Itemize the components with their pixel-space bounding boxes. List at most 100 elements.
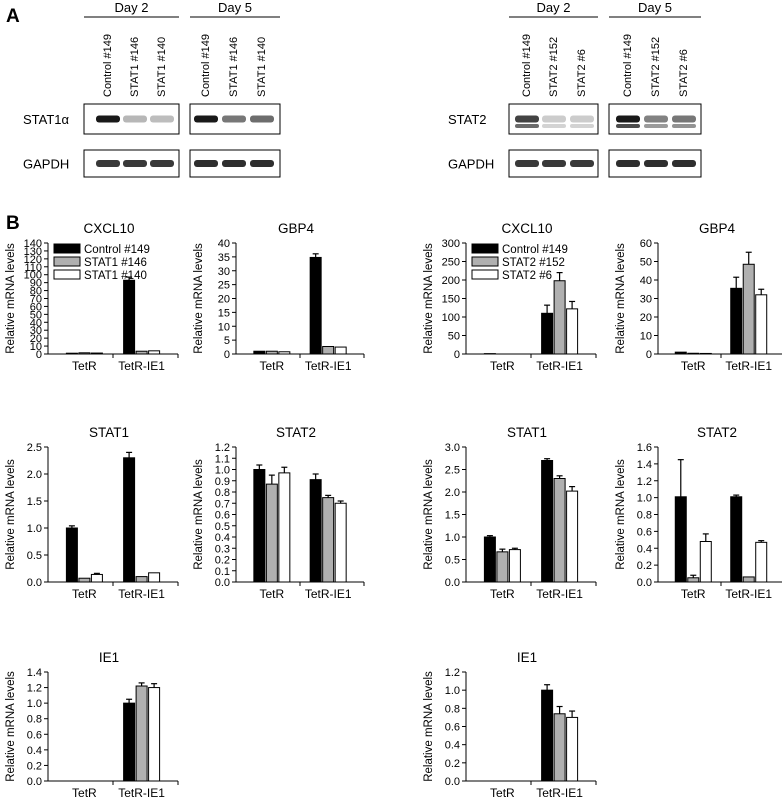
y-tick-label: 1.0 (215, 465, 230, 477)
y-tick-label: 0 (224, 349, 230, 361)
blot-band-lower (570, 124, 594, 128)
y-tick-label: 100 (24, 270, 42, 282)
bar (334, 346, 347, 355)
blot-lane-label: STAT1 #146 (228, 37, 240, 97)
y-tick-label: 1.2 (445, 667, 460, 679)
x-tick-label: TetR-IE1 (118, 587, 165, 601)
y-tick-label: 40 (640, 275, 652, 287)
y-axis-label: Relative mRNA levels (5, 243, 17, 354)
blot-lane-label: Control #149 (622, 34, 634, 97)
panel-label-a: A (6, 6, 20, 27)
y-tick-label: 90 (30, 278, 42, 290)
bar (730, 287, 743, 355)
blot-band-lower (542, 124, 566, 128)
bar (148, 350, 161, 355)
y-tick-label: 0.2 (215, 555, 230, 567)
y-tick-label: 0.4 (445, 740, 460, 752)
legend-swatch (53, 256, 81, 267)
chart-title: STAT1 (89, 425, 129, 440)
y-tick-label: 200 (442, 275, 460, 287)
bar (496, 551, 509, 583)
y-tick-label: 2.0 (27, 469, 42, 481)
y-axis-label: Relative mRNA levels (5, 459, 17, 570)
bar (483, 536, 496, 583)
x-tick-label: TetR (72, 786, 97, 800)
legend-swatch (471, 269, 499, 280)
y-tick-label: 0.6 (27, 729, 42, 741)
y-tick-label: 1.0 (27, 523, 42, 535)
bar (135, 350, 148, 355)
blot-band-lower (672, 124, 696, 128)
y-tick-label: 5 (224, 335, 230, 347)
y-tick-label: 10 (640, 331, 652, 343)
bar (755, 294, 768, 355)
bar (553, 713, 566, 782)
chart-title: CXCL10 (83, 221, 134, 236)
blot-band-lower (515, 124, 539, 128)
bar (699, 541, 712, 583)
bar (253, 350, 266, 355)
bar (566, 490, 579, 583)
x-tick-label: TetR-IE1 (725, 359, 772, 373)
blot-lane-label: STAT1 #146 (129, 37, 141, 97)
chart: CXCL10 Relative mRNA levels 0 50 100 150 200 25… (423, 221, 597, 373)
y-tick-label: 300 (442, 238, 460, 250)
blot-band (644, 115, 668, 123)
blot-band (194, 160, 218, 167)
y-tick-label: 40 (218, 238, 230, 250)
y-tick-label: 0.7 (215, 498, 230, 510)
chart: STAT1 Relative mRNA levels 0.0 0.5 1.0 1.5 2.0… (423, 425, 597, 601)
x-tick-label: TetR-IE1 (305, 359, 352, 373)
blot-lane-label: STAT2 #152 (548, 37, 560, 97)
y-axis-label: Relative mRNA levels (615, 243, 627, 354)
y-tick-label: 0.2 (637, 560, 652, 572)
blot-day-label: Day 5 (218, 0, 252, 15)
bar (566, 716, 579, 782)
bar (334, 502, 347, 583)
y-tick-label: 20 (30, 333, 42, 345)
y-tick-label: 2.5 (445, 465, 460, 477)
chart-title: CXCL10 (501, 221, 552, 236)
y-tick-label: 110 (24, 262, 42, 274)
chart-title: GBP4 (699, 221, 736, 236)
x-tick-label: TetR-IE1 (536, 587, 583, 601)
bar (742, 263, 755, 355)
x-tick-label: TetR (681, 587, 706, 601)
y-tick-label: 0.4 (215, 532, 230, 544)
chart-title: IE1 (99, 650, 119, 665)
legend-label: STAT2 #6 (502, 270, 552, 282)
y-tick-label: 2.5 (27, 442, 42, 454)
x-tick-label: TetR (490, 587, 515, 601)
blot-band (123, 160, 147, 167)
chart: GBP4 Relative mRNA levels 0 10 20 30 40 50 60 Tet… (615, 221, 782, 373)
y-tick-label: 0 (36, 349, 42, 361)
y-tick-label: 30 (218, 266, 230, 278)
y-tick-label: 0.3 (215, 543, 230, 555)
y-tick-label: 130 (24, 246, 42, 258)
x-tick-label: TetR (259, 587, 284, 601)
y-tick-label: 40 (30, 317, 42, 329)
blot-band (250, 160, 274, 167)
x-tick-label: TetR (259, 359, 284, 373)
blot-day-label: Day 2 (537, 0, 571, 15)
y-tick-label: 1.1 (215, 453, 230, 465)
blot-band-lower (644, 124, 668, 128)
y-tick-label: 0.8 (445, 703, 460, 715)
blot-band (222, 160, 246, 167)
bar (508, 549, 521, 583)
y-tick-label: 0.6 (215, 510, 230, 522)
bar (553, 280, 566, 355)
bar (755, 541, 768, 583)
bar (265, 483, 278, 583)
y-tick-label: 10 (218, 321, 230, 333)
legend-label: Control #149 (84, 244, 150, 256)
blot-day-label: Day 5 (638, 0, 672, 15)
bar (674, 496, 687, 583)
blot-band (150, 115, 174, 123)
y-tick-label: 0.8 (637, 510, 652, 522)
legend-label: STAT1 #140 (84, 270, 147, 282)
y-tick-label: 0.1 (215, 566, 230, 578)
blot-band (150, 160, 174, 167)
chart: IE1 Relative mRNA levels 0.0 0.2 0.4 0.6 0.8 1.… (423, 650, 597, 800)
